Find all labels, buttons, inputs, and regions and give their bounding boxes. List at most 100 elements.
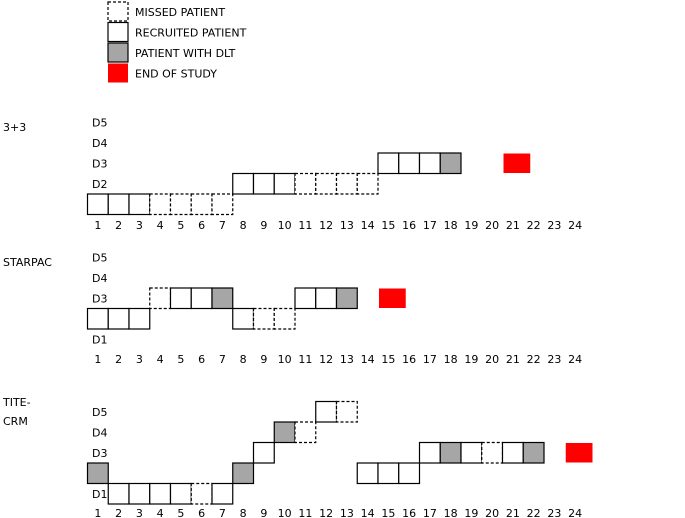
patient-box-recruited [252, 172, 275, 195]
panel-name: 3+3 [3, 121, 26, 134]
patient-box-recruited [273, 172, 296, 195]
patient-number: 24 [568, 353, 582, 366]
patient-box-recruited [149, 482, 172, 505]
patient-number: 7 [219, 219, 226, 232]
patient-number: 18 [444, 507, 458, 518]
patient-number: 22 [527, 507, 541, 518]
patient-box-recruited [232, 172, 255, 195]
end-of-study-marker [379, 288, 406, 308]
patient-number: 9 [260, 507, 267, 518]
patient-number: 14 [361, 507, 375, 518]
patient-number: 10 [278, 507, 292, 518]
patient-number: 18 [444, 219, 458, 232]
patient-number: 2 [115, 507, 122, 518]
patient-number: 13 [340, 353, 354, 366]
patient-number: 3 [136, 353, 143, 366]
patient-number: 12 [319, 219, 333, 232]
patient-number: 2 [115, 219, 122, 232]
patient-number: 22 [527, 353, 541, 366]
patient-number: 8 [240, 507, 247, 518]
patient-number: 9 [260, 353, 267, 366]
patient-box-recruited [107, 307, 130, 330]
patient-number: 22 [527, 219, 541, 232]
patient-number: 19 [464, 219, 478, 232]
patient-box-recruited [501, 441, 524, 464]
patient-number: 6 [198, 353, 205, 366]
patient-box-missed [335, 400, 358, 423]
patient-number: 13 [340, 507, 354, 518]
legend-label-missed: MISSED PATIENT [135, 6, 225, 19]
panel-1: STARPACD5D4D3D2D112345678910111213141516… [3, 251, 582, 366]
patient-number: 24 [568, 219, 582, 232]
patient-number: 19 [464, 353, 478, 366]
patient-box-recruited [252, 441, 275, 464]
patient-box-recruited [377, 152, 400, 175]
patient-number: 8 [240, 219, 247, 232]
patient-box-missed [294, 172, 317, 195]
patient-number: 3 [136, 507, 143, 518]
patient-box-recruited [86, 307, 109, 330]
patient-box-recruited [232, 307, 255, 330]
legend: MISSED PATIENT RECRUITED PATIENT PATIENT W… [107, 1, 247, 83]
patient-box-recruited [356, 462, 379, 485]
patient-box-missed [294, 421, 317, 444]
patient-number: 14 [361, 219, 375, 232]
dose-label-d5: D5 [92, 116, 107, 129]
patient-number: 17 [423, 507, 437, 518]
patient-box-dlt [211, 287, 234, 310]
patient-box-missed [190, 193, 213, 216]
patient-number: 12 [319, 507, 333, 518]
patient-box-recruited [315, 400, 338, 423]
patient-box-recruited [418, 441, 441, 464]
patient-number: 7 [219, 507, 226, 518]
patient-number: 20 [485, 507, 499, 518]
patient-number: 8 [240, 353, 247, 366]
patient-number: 12 [319, 353, 333, 366]
patient-box-missed [190, 482, 213, 505]
patient-number: 5 [177, 507, 184, 518]
patient-number: 21 [506, 219, 520, 232]
patient-box-recruited [128, 307, 151, 330]
panel-name: STARPAC [3, 256, 52, 269]
end-of-study-marker [565, 443, 593, 463]
patient-number: 10 [278, 353, 292, 366]
patient-number: 4 [157, 507, 164, 518]
patient-box-dlt [439, 152, 462, 175]
patient-box-dlt [86, 462, 109, 485]
patient-number: 7 [219, 353, 226, 366]
patient-number: 20 [485, 353, 499, 366]
patient-number: 6 [198, 219, 205, 232]
patient-number: 5 [177, 353, 184, 366]
patient-box-missed [149, 287, 172, 310]
patient-box-recruited [315, 287, 338, 310]
patient-number: 16 [402, 353, 416, 366]
patient-box-recruited [211, 482, 234, 505]
patient-number: 14 [361, 353, 375, 366]
patient-box-recruited [107, 193, 130, 216]
patient-box-missed [315, 172, 338, 195]
patient-box-dlt [522, 441, 545, 464]
patient-number: 4 [157, 353, 164, 366]
patient-number: 21 [506, 507, 520, 518]
patient-number: 3 [136, 219, 143, 232]
patient-box-recruited [294, 287, 317, 310]
patient-number: 1 [94, 219, 101, 232]
patient-box-recruited [460, 441, 483, 464]
patient-box-missed [335, 172, 358, 195]
patient-box-missed [149, 193, 172, 216]
patient-number: 15 [381, 353, 395, 366]
dose-label-d3: D3 [92, 157, 107, 170]
patient-box-recruited [169, 287, 192, 310]
patient-box-recruited [86, 193, 109, 216]
patient-box-missed [481, 441, 504, 464]
patient-number: 15 [381, 219, 395, 232]
panel-name: CRM [3, 415, 28, 428]
patient-number: 23 [547, 507, 561, 518]
patient-box-dlt [232, 462, 255, 485]
patient-number: 4 [157, 219, 164, 232]
patient-number: 9 [260, 219, 267, 232]
patient-box-missed [356, 172, 379, 195]
panel-name: TITE- [2, 396, 31, 409]
patient-number: 17 [423, 219, 437, 232]
